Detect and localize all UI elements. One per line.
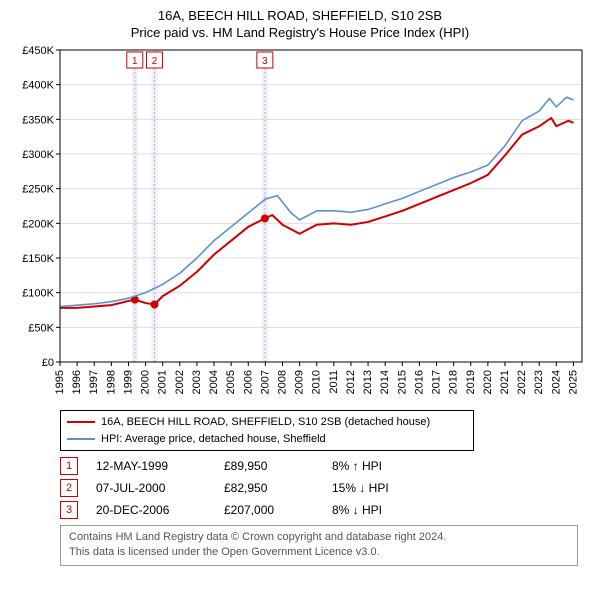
- svg-text:2004: 2004: [208, 370, 220, 394]
- svg-text:2021: 2021: [499, 370, 511, 394]
- svg-text:£450K: £450K: [22, 45, 54, 57]
- svg-text:2024: 2024: [550, 370, 562, 394]
- event-delta: 8% ↑ HPI: [332, 459, 442, 473]
- event-row: 3 20-DEC-2006 £207,000 8% ↓ HPI: [60, 501, 590, 519]
- legend-item: HPI: Average price, detached house, Shef…: [67, 431, 467, 448]
- svg-text:3: 3: [262, 56, 268, 67]
- svg-text:2001: 2001: [157, 370, 169, 394]
- svg-text:2025: 2025: [567, 370, 579, 394]
- title-line-2: Price paid vs. HM Land Registry's House …: [10, 25, 590, 40]
- svg-text:2013: 2013: [362, 370, 374, 394]
- svg-text:2016: 2016: [413, 370, 425, 394]
- svg-text:£200K: £200K: [22, 218, 54, 230]
- svg-text:2011: 2011: [328, 370, 340, 394]
- event-delta: 8% ↓ HPI: [332, 503, 442, 517]
- legend-swatch: [67, 421, 95, 423]
- title-line-1: 16A, BEECH HILL ROAD, SHEFFIELD, S10 2SB: [10, 8, 590, 23]
- svg-text:2007: 2007: [259, 370, 271, 394]
- svg-text:2012: 2012: [345, 370, 357, 394]
- svg-text:2009: 2009: [294, 370, 306, 394]
- legend: 16A, BEECH HILL ROAD, SHEFFIELD, S10 2SB…: [60, 410, 474, 451]
- svg-text:1998: 1998: [105, 370, 117, 394]
- svg-text:2003: 2003: [191, 370, 203, 394]
- svg-text:2010: 2010: [311, 370, 323, 394]
- svg-text:2015: 2015: [396, 370, 408, 394]
- svg-text:£350K: £350K: [22, 114, 54, 126]
- legend-swatch: [67, 438, 95, 440]
- svg-text:£150K: £150K: [22, 253, 54, 265]
- event-date: 12-MAY-1999: [96, 459, 206, 473]
- svg-text:£250K: £250K: [22, 184, 54, 196]
- license-box: Contains HM Land Registry data © Crown c…: [60, 525, 578, 566]
- event-marker: 1: [60, 457, 78, 475]
- event-marker: 3: [60, 501, 78, 519]
- line-chart-svg: 1 2 3 £0 £50K £100K £150K £200K £250K £300K £350K £…: [10, 44, 590, 404]
- svg-text:2002: 2002: [174, 370, 186, 394]
- svg-text:2023: 2023: [533, 370, 545, 394]
- event-date: 20-DEC-2006: [96, 503, 206, 517]
- svg-text:1999: 1999: [122, 370, 134, 394]
- svg-text:2020: 2020: [482, 370, 494, 394]
- event-price: £89,950: [224, 459, 314, 473]
- license-line-1: Contains HM Land Registry data © Crown c…: [69, 530, 569, 545]
- svg-text:2017: 2017: [431, 370, 443, 394]
- svg-text:1995: 1995: [54, 370, 66, 394]
- event-marker: 2: [60, 479, 78, 497]
- svg-text:2000: 2000: [140, 370, 152, 394]
- legend-label: 16A, BEECH HILL ROAD, SHEFFIELD, S10 2SB…: [101, 414, 430, 431]
- event-delta: 15% ↓ HPI: [332, 481, 442, 495]
- events-table: 1 12-MAY-1999 £89,950 8% ↑ HPI 2 07-JUL-2000 £…: [60, 457, 590, 519]
- svg-text:2022: 2022: [516, 370, 528, 394]
- legend-label: HPI: Average price, detached house, Shef…: [101, 431, 326, 448]
- legend-item: 16A, BEECH HILL ROAD, SHEFFIELD, S10 2SB…: [67, 414, 467, 431]
- event-price: £207,000: [224, 503, 314, 517]
- svg-text:£100K: £100K: [22, 288, 54, 300]
- svg-text:2: 2: [152, 56, 158, 67]
- svg-text:2005: 2005: [225, 370, 237, 394]
- chart-area: 1 2 3 £0 £50K £100K £150K £200K £250K £300K £350K £…: [10, 44, 590, 404]
- svg-text:£400K: £400K: [22, 80, 54, 92]
- svg-text:£50K: £50K: [28, 322, 54, 334]
- svg-text:£300K: £300K: [22, 149, 54, 161]
- chart-container: 16A, BEECH HILL ROAD, SHEFFIELD, S10 2SB…: [0, 0, 600, 572]
- license-line-2: This data is licensed under the Open Gov…: [69, 545, 569, 560]
- svg-text:£0: £0: [42, 357, 54, 369]
- svg-text:1996: 1996: [71, 370, 83, 394]
- event-price: £82,950: [224, 481, 314, 495]
- event-row: 1 12-MAY-1999 £89,950 8% ↑ HPI: [60, 457, 590, 475]
- svg-text:2018: 2018: [448, 370, 460, 394]
- svg-text:2006: 2006: [242, 370, 254, 394]
- event-date: 07-JUL-2000: [96, 481, 206, 495]
- svg-text:1997: 1997: [88, 370, 100, 394]
- svg-text:2014: 2014: [379, 370, 391, 394]
- svg-text:2019: 2019: [465, 370, 477, 394]
- svg-text:1: 1: [132, 56, 138, 67]
- event-row: 2 07-JUL-2000 £82,950 15% ↓ HPI: [60, 479, 590, 497]
- svg-text:2008: 2008: [276, 370, 288, 394]
